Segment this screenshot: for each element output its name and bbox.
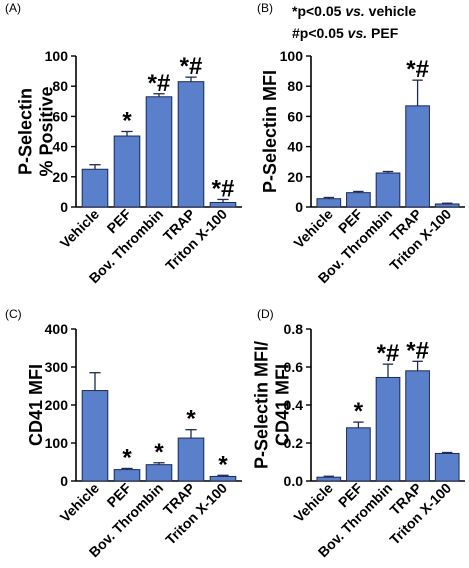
significance-marker: *# xyxy=(148,70,171,97)
bar-triton-x-100 xyxy=(434,452,460,482)
bar-vehicle xyxy=(316,198,342,208)
y-axis-title: P-Selectin MFI/CD41 MFI xyxy=(252,341,293,469)
significance-legend-line-1: *p<0.05 vs. vehicle xyxy=(292,3,416,19)
bar-trap xyxy=(177,437,205,482)
y-tick-label: 20 xyxy=(287,169,303,185)
bar-vehicle xyxy=(316,476,342,482)
y-tick-label: 0 xyxy=(60,199,68,215)
y-tick-label: 100 xyxy=(45,48,69,64)
significance-legend-line-2: #p<0.05 vs. PEF xyxy=(292,25,399,41)
bar-vehicle xyxy=(81,168,109,208)
bar-triton-x-100 xyxy=(209,201,237,208)
y-tick-label: 0.4 xyxy=(284,397,304,413)
y-axis-title: P-Selectin MFI xyxy=(260,70,280,193)
y-tick-label: 0.0 xyxy=(284,473,304,489)
y-tick-label: 40 xyxy=(52,139,68,155)
significance-marker: * xyxy=(122,108,132,135)
y-tick-label: 80 xyxy=(52,78,68,94)
y-axis-title: P-Selectin% Positive xyxy=(16,86,57,176)
bar-vehicle xyxy=(81,390,109,482)
significance-marker: *# xyxy=(212,175,235,202)
bar-trap xyxy=(177,81,205,208)
bar-bov-thrombin xyxy=(375,172,401,208)
y-tick-label: 200 xyxy=(45,397,69,413)
panel-label: (A) xyxy=(5,1,21,15)
panel-label: (B) xyxy=(257,1,273,15)
y-tick-label: 60 xyxy=(52,108,68,124)
y-tick-label: 300 xyxy=(45,359,69,375)
significance-marker: *# xyxy=(377,340,400,367)
y-tick-label: 100 xyxy=(280,48,304,64)
significance-marker: *# xyxy=(406,56,429,83)
bar-bov-thrombin xyxy=(145,464,173,482)
significance-marker: * xyxy=(154,439,164,466)
y-axis-title: CD41 MFI xyxy=(26,364,46,446)
bar-bov-thrombin xyxy=(375,376,401,482)
panel-label: (D) xyxy=(257,307,274,321)
bar-bov-thrombin xyxy=(145,96,173,208)
bar-pef xyxy=(346,192,371,208)
bar-trap xyxy=(405,105,430,208)
y-tick-label: 400 xyxy=(45,321,69,337)
y-tick-label: 100 xyxy=(45,435,69,451)
y-tick-label: 0 xyxy=(295,199,303,215)
significance-marker: * xyxy=(186,406,196,433)
y-tick-label: 60 xyxy=(287,108,303,124)
significance-marker: * xyxy=(354,398,364,425)
bar-pef xyxy=(346,427,371,482)
y-tick-label: 20 xyxy=(52,169,68,185)
bar-pef xyxy=(113,135,141,208)
significance-marker: *# xyxy=(406,337,429,364)
y-tick-label: 80 xyxy=(287,78,303,94)
panel-d: (D) 0.0 0.2 0.4 0.6 0.8 P-Selectin MFI/CD41 MF… xyxy=(252,307,465,560)
y-tick-label: 0.6 xyxy=(284,359,304,375)
bar-trap xyxy=(405,370,430,482)
panel-label: (C) xyxy=(5,307,22,321)
y-tick-label: 0.2 xyxy=(284,435,304,451)
y-tick-label: 0.8 xyxy=(284,321,304,337)
y-tick-label: 40 xyxy=(287,139,303,155)
significance-marker: *# xyxy=(180,53,203,80)
bar-triton-x-100 xyxy=(434,203,460,208)
significance-marker: * xyxy=(122,444,132,471)
y-tick-label: 0 xyxy=(60,473,68,489)
significance-marker: * xyxy=(218,451,228,478)
